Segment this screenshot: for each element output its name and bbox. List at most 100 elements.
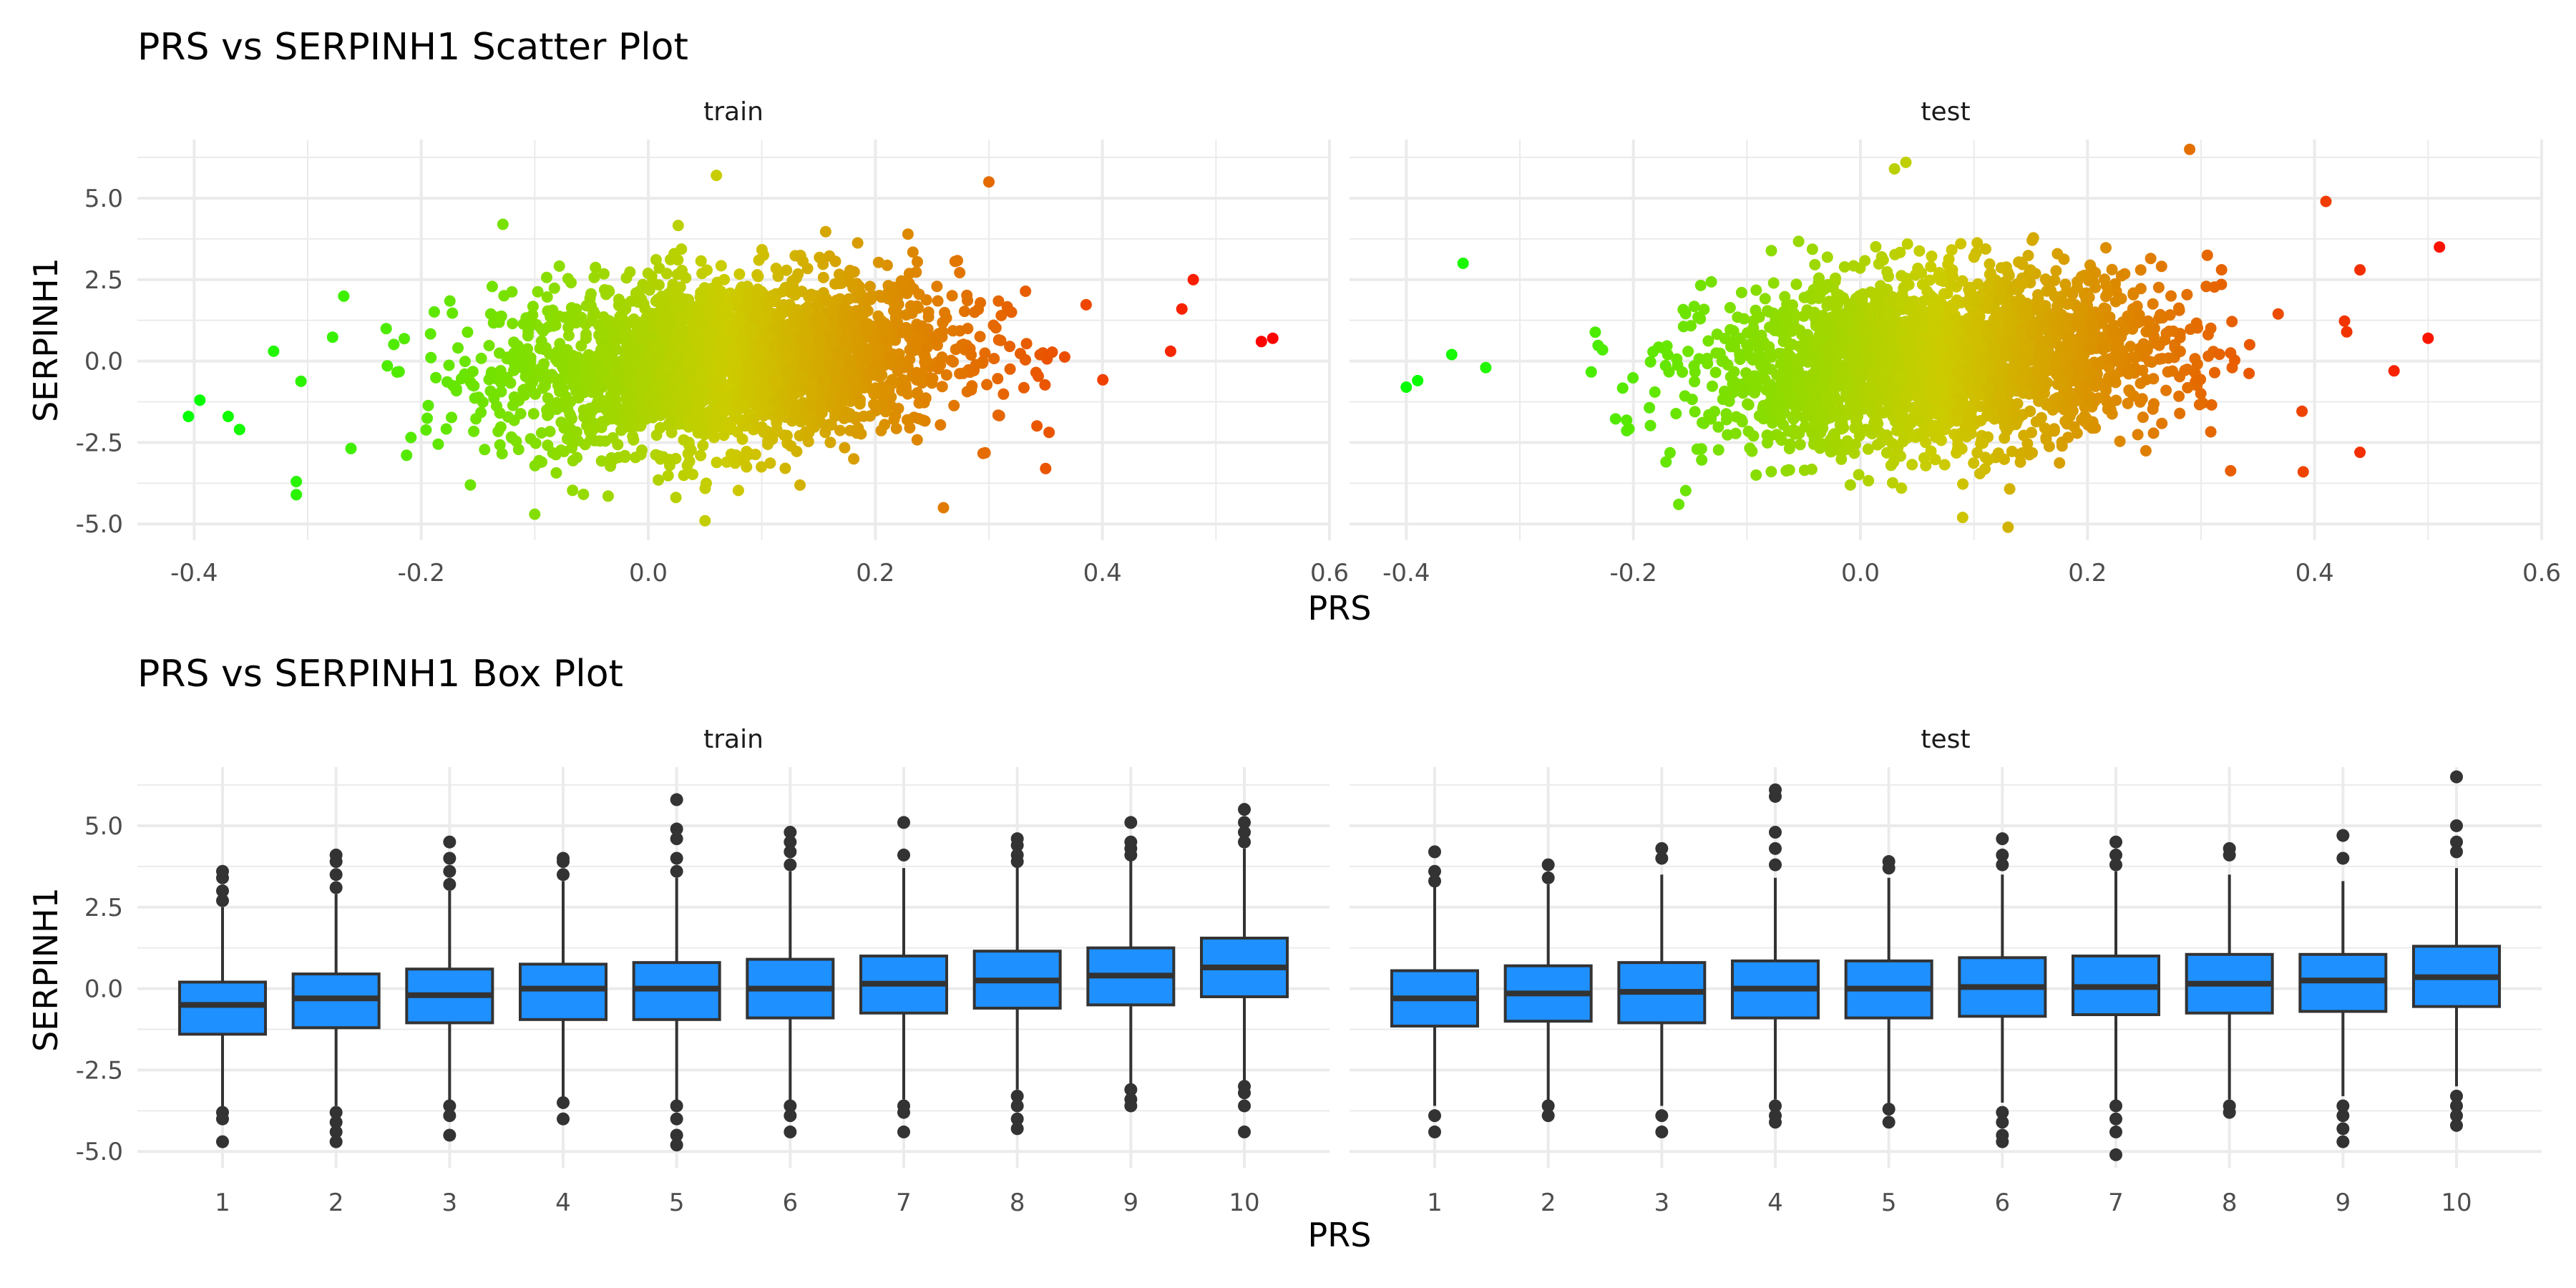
scatter-point (2296, 405, 2308, 417)
scatter-point (2174, 346, 2186, 358)
scatter-point (424, 328, 436, 340)
scatter-point (954, 267, 966, 278)
scatter-point (1058, 351, 1070, 363)
scatter-point (705, 283, 717, 295)
scatter-point (595, 455, 608, 467)
scatter-point (680, 394, 692, 406)
scatter-point (562, 273, 574, 285)
scatter-point (709, 419, 721, 431)
scatter-point (1164, 345, 1176, 357)
scatter-point (756, 244, 768, 255)
scatter-panel-train: train-0.4 -0.2 0.0 0.2 0.4 0.6-5.0-2.50.02.55… (76, 97, 1349, 587)
scatter-point (1888, 456, 1900, 468)
scatter-point (686, 365, 698, 377)
scatter-point (899, 278, 911, 290)
scatter-point (758, 389, 770, 401)
scatter-point (1979, 452, 1991, 464)
scatter-point (699, 514, 711, 527)
scatter-point (495, 376, 507, 389)
scatter-point (772, 270, 784, 283)
scatter-point (447, 307, 459, 319)
scatter-point (1913, 245, 1926, 257)
scatter-point (907, 246, 919, 258)
scatter-point (535, 335, 547, 347)
scatter-point (1609, 413, 1621, 425)
scatter-point (995, 309, 1008, 321)
scatter-point (691, 415, 703, 427)
scatter-point (687, 469, 698, 480)
scatter-point (650, 341, 663, 353)
scatter-point (550, 373, 562, 385)
scatter-point (876, 323, 888, 335)
scatter-point (715, 355, 727, 367)
scatter-point (600, 340, 611, 352)
scatter-point (468, 425, 480, 437)
scatter-point (541, 291, 553, 303)
scatter-point (597, 268, 610, 280)
scatter-point (570, 317, 582, 329)
scatter-point (2185, 323, 2197, 336)
scatter-point (740, 300, 752, 312)
scatter-point (981, 379, 993, 391)
scatter-point (1644, 401, 1656, 414)
scatter-point (714, 298, 726, 311)
scatter-point (692, 394, 704, 406)
scatter-point (2059, 415, 2072, 427)
scatter-point (870, 401, 882, 413)
y-tick-label: -2.5 (76, 429, 123, 457)
scatter-point (559, 311, 570, 323)
scatter-point (542, 392, 554, 404)
scatter-point (496, 448, 508, 459)
scatter-point (1696, 454, 1708, 466)
scatter-point (1040, 462, 1052, 474)
scatter-point (771, 424, 783, 435)
scatter-point (1794, 439, 1806, 451)
scatter-point (670, 290, 683, 301)
scatter-point (911, 434, 923, 446)
scatter-point (1672, 359, 1684, 371)
scatter-point (566, 413, 577, 425)
box-title: PRS vs SERPINH1 Box Plot (137, 653, 623, 696)
scatter-point (525, 433, 537, 445)
scatter-point (962, 323, 974, 335)
scatter-point (909, 338, 922, 351)
scatter-point (495, 386, 507, 398)
scatter-point (695, 255, 707, 267)
scatter-point (831, 372, 844, 384)
scatter-point (2174, 331, 2186, 343)
scatter-point (618, 298, 630, 311)
scatter-point (824, 436, 836, 449)
scatter-point (645, 270, 658, 283)
scatter-point (803, 333, 815, 345)
scatter-point (268, 345, 280, 357)
scatter-point (1018, 381, 1030, 394)
scatter-point (545, 311, 557, 323)
scatter-point (567, 380, 580, 392)
scatter-point (1097, 374, 1109, 386)
scatter-point (577, 488, 590, 500)
scatter-point (912, 255, 923, 268)
scatter-point (769, 323, 781, 336)
scatter-point (592, 388, 604, 399)
scatter-point (806, 401, 818, 413)
scatter-point (2195, 374, 2207, 386)
scatter-point (880, 341, 892, 353)
scatter-point (935, 419, 947, 431)
scatter-point (1843, 301, 1855, 313)
scatter-point (639, 303, 651, 315)
scatter-point (507, 318, 519, 330)
scatter-point (1897, 403, 1909, 415)
scatter-point (974, 331, 986, 343)
scatter-point (291, 489, 303, 501)
scatter-point (899, 326, 912, 338)
scatter-point (679, 343, 691, 356)
scatter-point (995, 334, 1007, 346)
scatter-point (851, 427, 863, 439)
scatter-point (1039, 379, 1051, 391)
scatter-point (608, 404, 620, 416)
scatter-point (756, 461, 768, 473)
scatter-point (693, 404, 705, 416)
scatter-point (2021, 438, 2034, 449)
scatter-point (2215, 264, 2228, 275)
scatter-point (626, 345, 638, 357)
